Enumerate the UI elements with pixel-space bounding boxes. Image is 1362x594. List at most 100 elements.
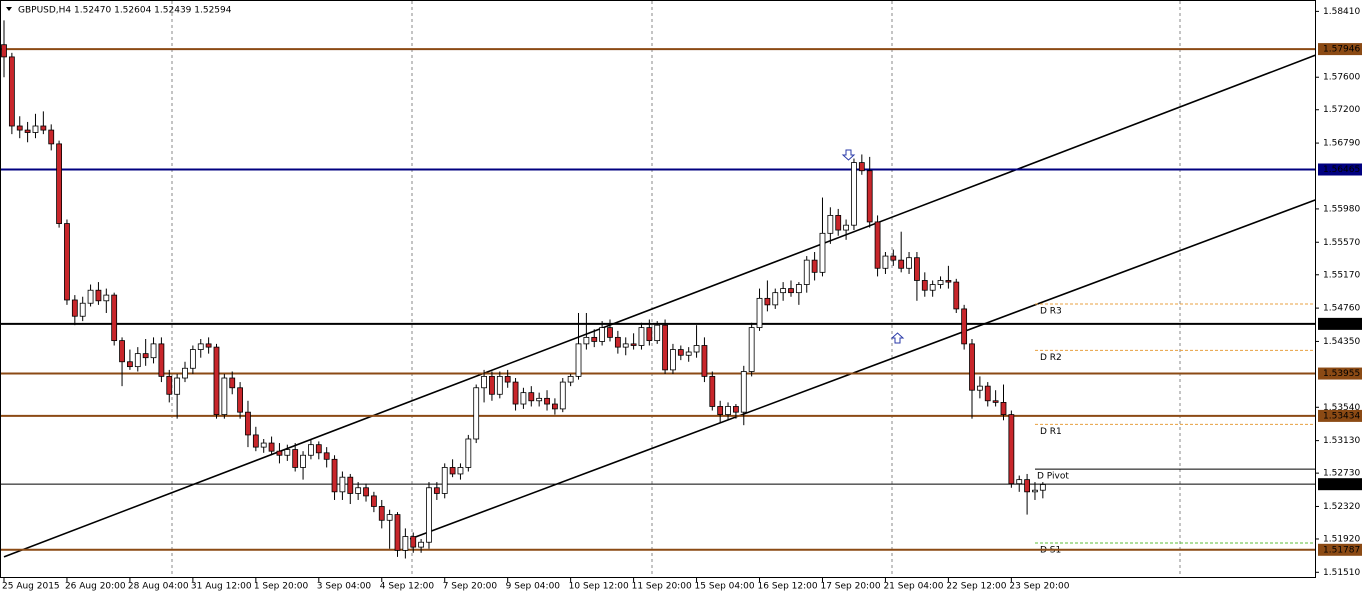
up-arrow bbox=[890, 332, 905, 344]
x-tick-label: 16 Sep 12:00 bbox=[758, 582, 818, 592]
candle-body bbox=[489, 375, 495, 395]
candle-body bbox=[559, 381, 566, 410]
dropdown-icon bbox=[6, 7, 12, 11]
candle-body bbox=[819, 232, 826, 273]
y-tick-label: 1.55170 bbox=[1323, 270, 1360, 280]
candle-body bbox=[701, 345, 708, 377]
candle-body bbox=[607, 327, 613, 338]
candle-body bbox=[418, 541, 425, 548]
level-box bbox=[1318, 543, 1362, 556]
candle-body bbox=[921, 280, 928, 291]
y-tick-label: 1.57200 bbox=[1323, 105, 1360, 115]
candle-body bbox=[386, 514, 393, 521]
candle-body bbox=[992, 400, 999, 403]
candle-body bbox=[237, 387, 244, 413]
candle-body bbox=[103, 294, 110, 302]
candle-body bbox=[717, 406, 724, 415]
candle-body bbox=[276, 450, 283, 456]
level-label: 1.53434 bbox=[1323, 411, 1360, 421]
candle-body bbox=[984, 385, 991, 402]
vertical-separators bbox=[171, 1, 1181, 577]
candle-body bbox=[764, 297, 771, 306]
candle-body bbox=[465, 438, 472, 468]
candle-body bbox=[866, 170, 873, 223]
candle-body bbox=[87, 289, 94, 304]
candle-body bbox=[449, 467, 456, 475]
candle-body bbox=[827, 215, 834, 234]
pivot-label: D R3 bbox=[1040, 307, 1062, 317]
candle-body bbox=[16, 125, 23, 131]
candle-body bbox=[780, 288, 787, 294]
candle-body bbox=[536, 397, 543, 402]
x-tick-label: 31 Aug 12:00 bbox=[191, 582, 252, 592]
y-tick-label: 1.51920 bbox=[1323, 534, 1360, 544]
trend-line bbox=[409, 199, 1316, 540]
level-label: 1.53955 bbox=[1323, 369, 1360, 379]
candle-body bbox=[292, 449, 299, 468]
x-tick-label: 10 Sep 12:00 bbox=[569, 582, 629, 592]
candle-body bbox=[339, 476, 346, 493]
candle-body bbox=[583, 336, 590, 345]
candle-body bbox=[677, 349, 684, 356]
candle-body bbox=[898, 259, 905, 269]
candle-body bbox=[772, 292, 779, 306]
candle-body bbox=[929, 284, 936, 291]
y-tick-label: 1.51510 bbox=[1323, 568, 1360, 578]
y-tick-label: 1.52320 bbox=[1323, 502, 1360, 512]
level-box bbox=[1318, 478, 1362, 491]
level-box bbox=[1318, 317, 1362, 330]
x-tick-label: 1 Sep 20:00 bbox=[254, 582, 309, 592]
x-tick-label: 23 Sep 20:00 bbox=[1009, 582, 1069, 592]
candle-body bbox=[433, 487, 440, 494]
candle-body bbox=[496, 375, 503, 395]
pivot-label: D R1 bbox=[1040, 427, 1062, 437]
candle-body bbox=[1024, 479, 1030, 493]
level-label: 1.54566 bbox=[1323, 319, 1360, 329]
candle-body bbox=[197, 343, 204, 350]
candle-body bbox=[1000, 402, 1007, 415]
candle-body bbox=[528, 392, 535, 402]
candle-body bbox=[182, 367, 188, 379]
candle-body bbox=[127, 361, 133, 368]
level-label: 1.56465 bbox=[1323, 165, 1360, 175]
candle-body bbox=[252, 434, 259, 448]
candle-body bbox=[119, 340, 125, 363]
candle-body bbox=[79, 302, 86, 317]
y-tick-label: 1.55980 bbox=[1323, 204, 1360, 214]
candle-body bbox=[402, 536, 409, 551]
candle-body bbox=[811, 259, 818, 273]
candle-body bbox=[748, 327, 755, 372]
level-box bbox=[1318, 409, 1362, 422]
candle-body bbox=[709, 375, 716, 407]
candle-body bbox=[370, 495, 377, 507]
x-tick-label: 15 Sep 04:00 bbox=[695, 582, 755, 592]
candle-body bbox=[874, 221, 881, 269]
candle-body bbox=[693, 345, 700, 353]
candle-body bbox=[654, 324, 661, 342]
candle-body bbox=[95, 289, 102, 302]
candle-body bbox=[835, 215, 842, 231]
candle-body bbox=[48, 129, 55, 145]
candle-body bbox=[134, 353, 141, 368]
candle-body bbox=[638, 327, 645, 346]
candle-body bbox=[670, 349, 676, 371]
candle-body bbox=[851, 162, 857, 226]
candle-body bbox=[268, 442, 275, 452]
candle-body bbox=[229, 377, 236, 389]
y-tick-label: 1.52730 bbox=[1323, 469, 1360, 479]
level-label: 1.57946 bbox=[1323, 45, 1360, 55]
candle-body bbox=[457, 467, 464, 475]
candle-body bbox=[1032, 489, 1038, 493]
candle-body bbox=[890, 255, 897, 261]
candle-body bbox=[591, 336, 598, 342]
candle-body bbox=[646, 327, 653, 342]
candle-body bbox=[378, 506, 385, 521]
candle-body bbox=[473, 387, 480, 440]
candle-body bbox=[662, 324, 668, 371]
candle-body bbox=[213, 346, 220, 415]
x-tick-label: 21 Sep 04:00 bbox=[883, 582, 943, 592]
candle-body bbox=[347, 476, 354, 494]
candle-body bbox=[189, 349, 196, 369]
level-box bbox=[1318, 43, 1362, 56]
